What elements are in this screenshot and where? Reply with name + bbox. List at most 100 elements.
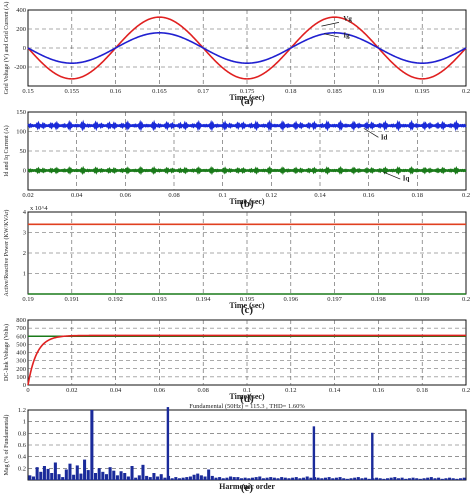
harmonic-bar [185,477,189,480]
x-tick-label: 0.191 [64,296,79,303]
chart-panel-2 [27,111,467,191]
x-tick-label: 0.1 [243,387,251,394]
annotation-arrow [383,171,401,180]
harmonic-bar [221,478,225,480]
y-tick-label: 0 [23,45,26,52]
y-tick-label: 1 [23,271,26,278]
harmonic-bar [236,477,240,480]
x-tick-label: 0.196 [283,296,298,303]
x-axis-label: Time (sec) [229,197,265,206]
harmonic-bar [338,477,342,480]
harmonic-bar [437,477,441,480]
harmonic-bar [451,478,455,480]
x-tick-label: 0.18 [285,88,296,95]
harmonic-bar [261,478,265,480]
harmonic-bar [79,473,83,480]
harmonic-bar [422,478,426,480]
x-tick-label: 0.06 [154,387,166,394]
harmonic-bar [141,464,145,480]
harmonic-bar [302,477,306,480]
harmonic-bar [433,478,437,480]
y-tick-label: 50 [20,148,27,155]
x-tick-label: 0.12 [266,192,277,199]
harmonic-bar [378,478,382,480]
annotation-arrow [324,33,340,38]
y-tick-label: 150 [16,109,26,116]
harmonic-bar [429,477,433,480]
x-tick-label: 0.17 [198,88,210,95]
harmonic-bar [320,478,324,480]
harmonic-bar [214,477,218,480]
y-tick-label: 0 [23,168,26,175]
harmonic-bar [426,477,430,480]
harmonic-bar [64,469,68,480]
x-tick-label: 0.15 [22,88,33,95]
harmonic-bar [265,477,269,480]
x-tick-label: 0.2 [462,387,470,394]
x-tick-label: 0.192 [108,296,123,303]
y-tick-label: 200 [16,366,26,373]
x-tick-label: 0.04 [110,387,122,394]
y-tick-label: 200 [16,26,26,33]
x-tick-label: 0.19 [373,88,384,95]
harmonic-bar [177,478,181,480]
harmonic-bar [42,466,46,480]
x-tick-label: 0.08 [168,192,179,199]
harmonic-bar [97,468,101,480]
harmonic-bar [61,477,65,480]
y-tick-label: 0 [23,382,26,389]
y-axis-label: Active/Reactive Power (KW/KVAr) [3,210,10,297]
harmonic-bar [287,478,291,480]
harmonic-bar [240,478,244,480]
harmonic-bar [247,478,251,480]
harmonic-bar [316,477,320,480]
harmonic-bar [411,477,415,480]
harmonic-bar [334,477,338,480]
harmonic-bar [389,477,393,480]
harmonic-bar [210,475,214,480]
harmonic-bar [396,478,400,480]
harmonic-bar [181,477,185,480]
annotation-iq: Iq [403,174,410,182]
harmonic-bar [101,471,105,480]
harmonic-bar [53,462,57,480]
harmonic-bar [345,478,349,480]
harmonic-bar [312,426,316,480]
harmonic-bar [75,465,79,480]
x-tick-label: 0.08 [198,387,209,394]
harmonic-bar [349,478,353,480]
panel-tag: (b) [240,198,254,210]
x-tick-label: 0.193 [152,296,167,303]
x-tick-label: 0.195 [240,296,255,303]
harmonic-bar [207,469,211,480]
harmonic-bar [130,466,134,480]
y-tick-label: 0.8 [18,430,26,437]
x-tick-label: 0.19 [22,296,33,303]
harmonic-bar [393,477,397,480]
y-tick-label: 0.6 [18,442,27,449]
harmonic-bar [250,477,254,480]
annotation-arrow [363,128,379,138]
harmonic-bar [28,475,32,480]
harmonic-bar [196,473,200,480]
harmonic-bar [342,478,346,480]
y-tick-label: 500 [16,341,26,348]
x-tick-label: 0 [26,387,29,394]
x-tick-label: 0.165 [152,88,167,95]
x-tick-label: 0.16 [110,88,122,95]
chart-panel-1 [27,9,467,87]
chart-panel-5 [27,407,467,481]
annotation-vg: Vg [343,15,352,23]
series-line-vg [27,16,467,80]
harmonic-bar [353,477,357,480]
x-tick-label: 0.16 [363,192,375,199]
harmonic-bar [225,477,229,480]
x-tick-label: 0.02 [22,192,33,199]
chart-panel-4 [27,319,467,386]
harmonic-bar [148,477,152,480]
x-tick-label: 0.06 [120,192,132,199]
x-tick-label: 0.2 [462,192,470,199]
harmonic-bar [298,478,302,480]
harmonic-bar [305,476,309,480]
annotation-id: Id [381,133,388,141]
